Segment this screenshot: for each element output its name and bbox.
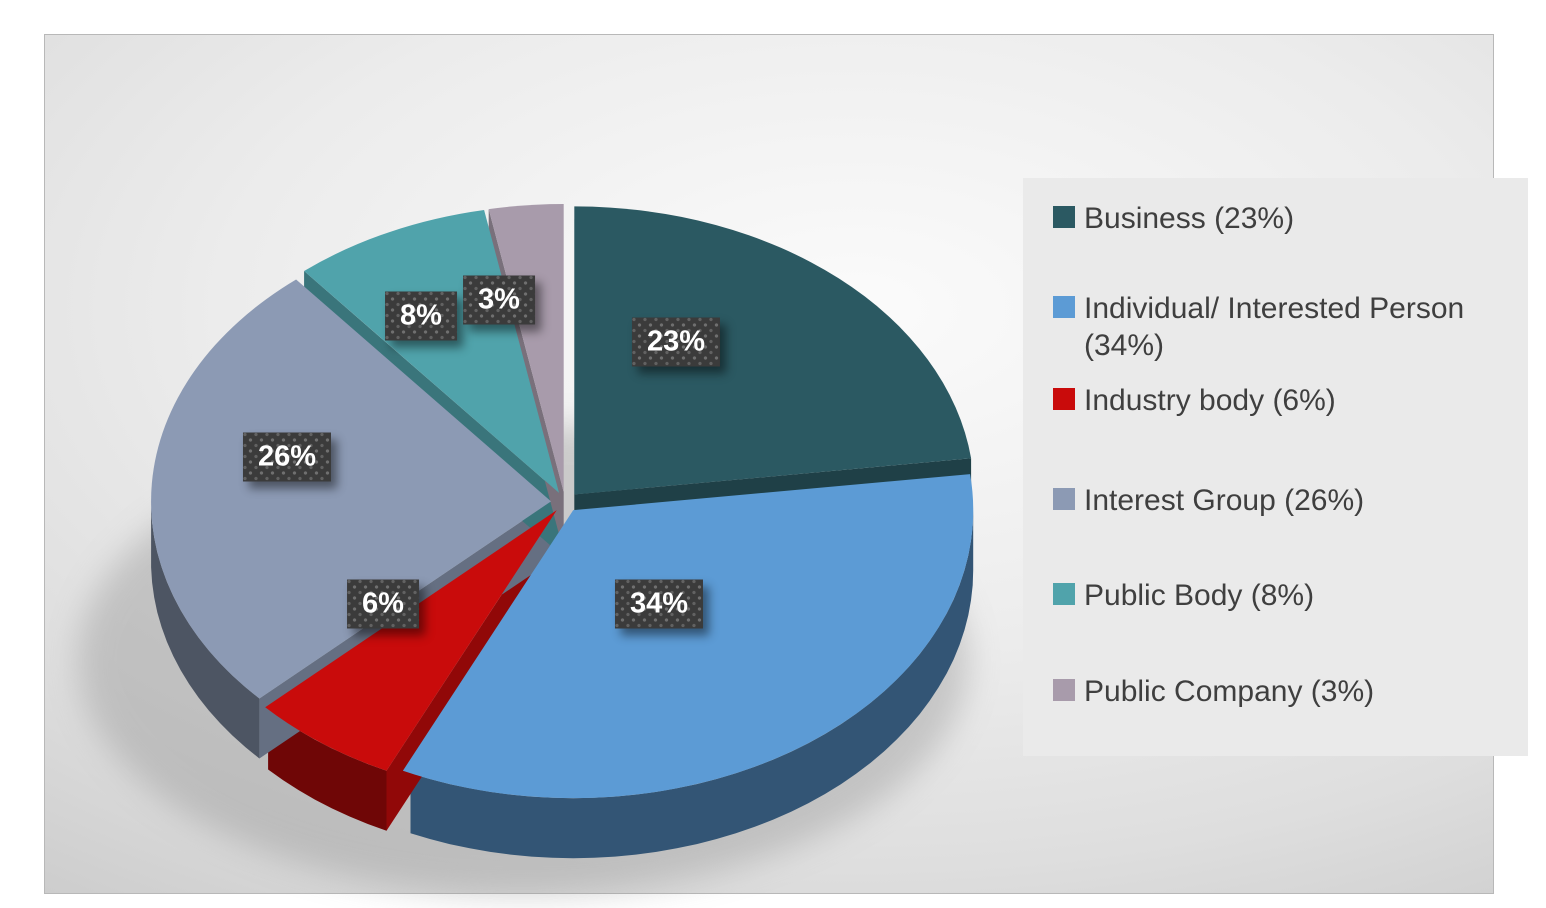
data-label-interest-group[interactable]: 26% bbox=[243, 433, 331, 482]
pie-slice-public-body[interactable] bbox=[304, 210, 560, 493]
data-label-individual-interested-person[interactable]: 34% bbox=[615, 580, 703, 629]
legend-label: Public Body (8%) bbox=[1084, 579, 1315, 612]
pie-slice-interest-group[interactable] bbox=[151, 279, 552, 699]
pie-slice-individual-interested-person-rim[interactable] bbox=[410, 510, 974, 859]
legend-item-business[interactable]: Business (23%) bbox=[1053, 200, 1503, 237]
legend-item-interest-group[interactable]: Interest Group (26%) bbox=[1053, 482, 1503, 519]
pie-slice-interest-group-rim[interactable] bbox=[151, 507, 260, 759]
legend-swatch-industry-body bbox=[1053, 388, 1075, 410]
legend-item-individual-interested-person[interactable]: Individual/ Interested Person (34%) bbox=[1053, 290, 1503, 364]
legend-item-public-company[interactable]: Public Company (3%) bbox=[1053, 673, 1503, 710]
pie-slice-individual-interested-person[interactable] bbox=[402, 474, 974, 799]
legend-item-public-body[interactable]: Public Body (8%) bbox=[1053, 577, 1503, 614]
pie-slice-industry-body[interactable] bbox=[265, 510, 557, 771]
data-label-industry-body[interactable]: 6% bbox=[347, 580, 419, 629]
legend[interactable]: Business (23%) Individual/ Interested Per… bbox=[1023, 178, 1528, 756]
legend-swatch-public-body bbox=[1053, 583, 1075, 605]
legend-swatch-public-company bbox=[1053, 679, 1075, 701]
legend-swatch-interest-group bbox=[1053, 488, 1075, 510]
pie-slice-business[interactable] bbox=[574, 206, 972, 495]
legend-item-industry-body[interactable]: Industry body (6%) bbox=[1053, 382, 1503, 419]
pie-top-faces bbox=[151, 204, 974, 799]
legend-label: Interest Group (26%) bbox=[1084, 484, 1365, 517]
legend-label: Industry body (6%) bbox=[1084, 384, 1336, 417]
legend-label: Public Company (3%) bbox=[1084, 675, 1375, 708]
chart-background: 23% 34% 6% 26% 8% 3% Business (23%) Individual… bbox=[44, 34, 1528, 895]
data-label-public-company[interactable]: 3% bbox=[463, 276, 535, 325]
pie-slice-public-company[interactable] bbox=[488, 204, 564, 492]
pie-chart bbox=[78, 204, 974, 895]
legend-label: Individual/ Interested Person (34%) bbox=[1084, 292, 1465, 362]
legend-label: Business (23%) bbox=[1084, 202, 1295, 235]
data-label-business[interactable]: 23% bbox=[632, 318, 720, 367]
pie-slice-industry-body-rim[interactable] bbox=[268, 709, 387, 831]
legend-swatch-business bbox=[1053, 206, 1075, 228]
data-label-public-body[interactable]: 8% bbox=[385, 292, 457, 341]
legend-swatch-individual-interested-person bbox=[1053, 296, 1075, 318]
